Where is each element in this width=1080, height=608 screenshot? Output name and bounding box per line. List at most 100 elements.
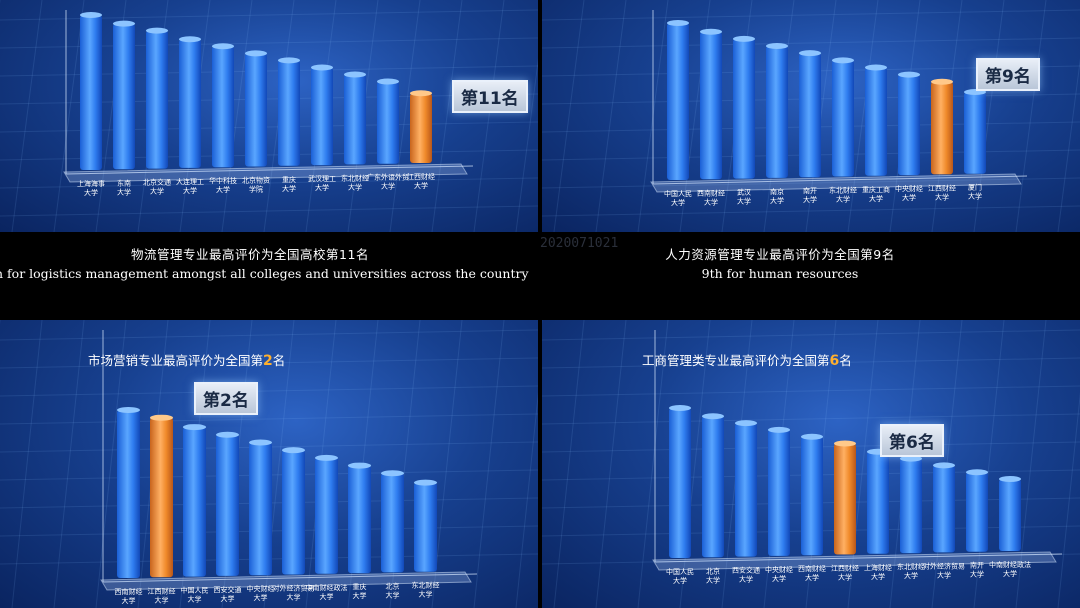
caption-hr: 人力资源管理专业最高评价为全国第9名 9th for human resourc… — [560, 244, 1000, 281]
category-label: 厦门大学 — [968, 183, 982, 201]
category-label: 北京物资学院 — [242, 176, 270, 194]
bar — [381, 470, 404, 573]
bar — [344, 71, 366, 165]
x-axis-line — [652, 175, 1028, 185]
chart-title-rank: 6 — [829, 353, 840, 369]
x-axis-line — [654, 553, 1063, 563]
rank-badge: 第11名 — [452, 80, 528, 113]
bar — [377, 78, 399, 164]
category-label: 武汉理工大学 — [308, 174, 336, 192]
chart-title-prefix: 工商管理类专业最高评价为全国第 — [642, 353, 830, 368]
bar — [900, 455, 922, 554]
category-label: 广东外语外贸大学 — [367, 173, 409, 191]
bar-highlighted — [834, 440, 856, 555]
bar — [735, 420, 757, 557]
caption-logistics: 物流管理专业最高评价为全国高校第11名 th for logistics man… — [0, 244, 529, 281]
category-label: 西安交通大学 — [732, 566, 760, 584]
bar — [700, 28, 722, 180]
bar — [245, 50, 267, 167]
caption-en: th for logistics management amongst all … — [0, 266, 529, 281]
chart-title-suffix: 名 — [839, 353, 852, 368]
bar-chart-business-admin: 中国人民大学北京大学西安交通大学中央财经大学西南财经大学江西财经大学上海财经大学… — [542, 320, 1080, 608]
bar — [282, 447, 305, 575]
bar — [348, 462, 371, 574]
bar — [414, 479, 437, 572]
category-label: 中央财经大学 — [895, 184, 923, 202]
bar — [667, 20, 689, 180]
category-label: 华中科技大学 — [209, 176, 237, 194]
category-label: 中南财经政法大学 — [989, 560, 1031, 578]
bar — [799, 50, 821, 178]
category-label: 东北财经大学 — [341, 173, 369, 191]
category-label: 北京大学 — [706, 566, 720, 584]
bar — [311, 64, 333, 166]
bar-highlighted — [150, 414, 173, 578]
bar — [966, 469, 988, 552]
category-label: 上海海事大学 — [77, 179, 105, 197]
bar — [801, 433, 823, 556]
bar — [183, 424, 206, 577]
chart-floor — [63, 163, 468, 183]
bar — [702, 413, 724, 558]
bar — [278, 57, 300, 166]
category-label: 重庆工商大学 — [862, 185, 890, 203]
chart-floor — [652, 551, 1057, 571]
bar — [933, 462, 955, 553]
bar — [113, 20, 135, 170]
x-axis-line — [102, 573, 478, 583]
bar — [768, 426, 790, 556]
category-label: 对外经济贸易大学 — [923, 561, 965, 579]
chart-floor — [100, 571, 472, 591]
chart-panel-logistics: 上海海事大学 东南大学 北京交通大学 大连理工大学 华中科技大学 北京物资学院 重庆大学 武汉… — [0, 0, 538, 232]
chart-title: 工商管理类专业最高评价为全国第6名 — [642, 350, 852, 369]
category-label: 大连理工大学 — [176, 177, 204, 195]
category-label: 江西财经大学 — [831, 564, 859, 582]
category-label: 东北财经大学 — [897, 562, 925, 580]
category-label: 西南财经大学 — [115, 587, 143, 605]
bar — [216, 431, 239, 576]
category-label: 南开大学 — [803, 186, 817, 204]
chart-panel-hr: 中国人民大学 西南财经大学 武汉大学 南京大学 南开大学 东北财经大学 重庆工商大学 中央财经… — [542, 0, 1080, 232]
bar — [669, 405, 691, 558]
category-label: 北京大学 — [386, 581, 400, 599]
bar — [733, 35, 755, 179]
category-label: 东北财经大学 — [412, 581, 440, 599]
caption-zh: 人力资源管理专业最高评价为全国第9名 — [665, 247, 895, 262]
category-label: 南京大学 — [770, 187, 784, 205]
rank-badge: 第6名 — [880, 424, 944, 457]
rank-badge: 第9名 — [976, 58, 1040, 91]
chart-title-rank: 2 — [263, 353, 273, 369]
bar — [146, 27, 168, 169]
bar — [249, 439, 272, 576]
caption-band — [0, 232, 1080, 320]
bar — [179, 36, 201, 168]
bar — [117, 407, 140, 578]
bar-chart-marketing: 西南财经大学江西财经大学中国人民大学西安交通大学中央财经大学对外经济贸易大学中南… — [0, 320, 538, 608]
category-label: 南开大学 — [970, 561, 984, 579]
chart-panel-marketing: 西南财经大学 江西财经大学 中国人民大学 西安交通大学 中央财经大学 对外经济贸易大学 中南… — [0, 320, 538, 608]
category-label: 重庆大学 — [353, 582, 367, 600]
bar — [832, 57, 854, 177]
chart-panel-business-admin: 中国人民大学 北京大学 西安交通大学 中央财经大学 西南财经大学 江西财经大学 上海财经大学… — [542, 320, 1080, 608]
bar-highlighted — [931, 78, 953, 175]
bar — [212, 43, 234, 168]
rank-badge: 第2名 — [194, 382, 258, 415]
bar — [867, 448, 889, 554]
category-label: 东南大学 — [117, 178, 131, 196]
category-label: 武汉大学 — [737, 188, 751, 206]
category-label: 重庆大学 — [282, 175, 296, 193]
bar — [766, 43, 788, 178]
category-label: 西南财经大学 — [798, 564, 826, 582]
category-label: 中国人民大学 — [664, 189, 692, 207]
bar — [999, 476, 1021, 551]
caption-en: 9th for human resources — [701, 266, 859, 281]
caption-zh: 物流管理专业最高评价为全国高校第11名 — [131, 247, 369, 262]
chart-floor — [650, 173, 1022, 193]
category-label: 江西财经大学 — [148, 586, 176, 604]
category-label: 中国人民大学 — [181, 586, 209, 604]
category-label: 上海财经大学 — [864, 563, 892, 581]
category-label: 对外经济贸易大学 — [273, 584, 315, 602]
x-axis-line — [65, 165, 474, 175]
category-label: 西安交通大学 — [214, 585, 242, 603]
